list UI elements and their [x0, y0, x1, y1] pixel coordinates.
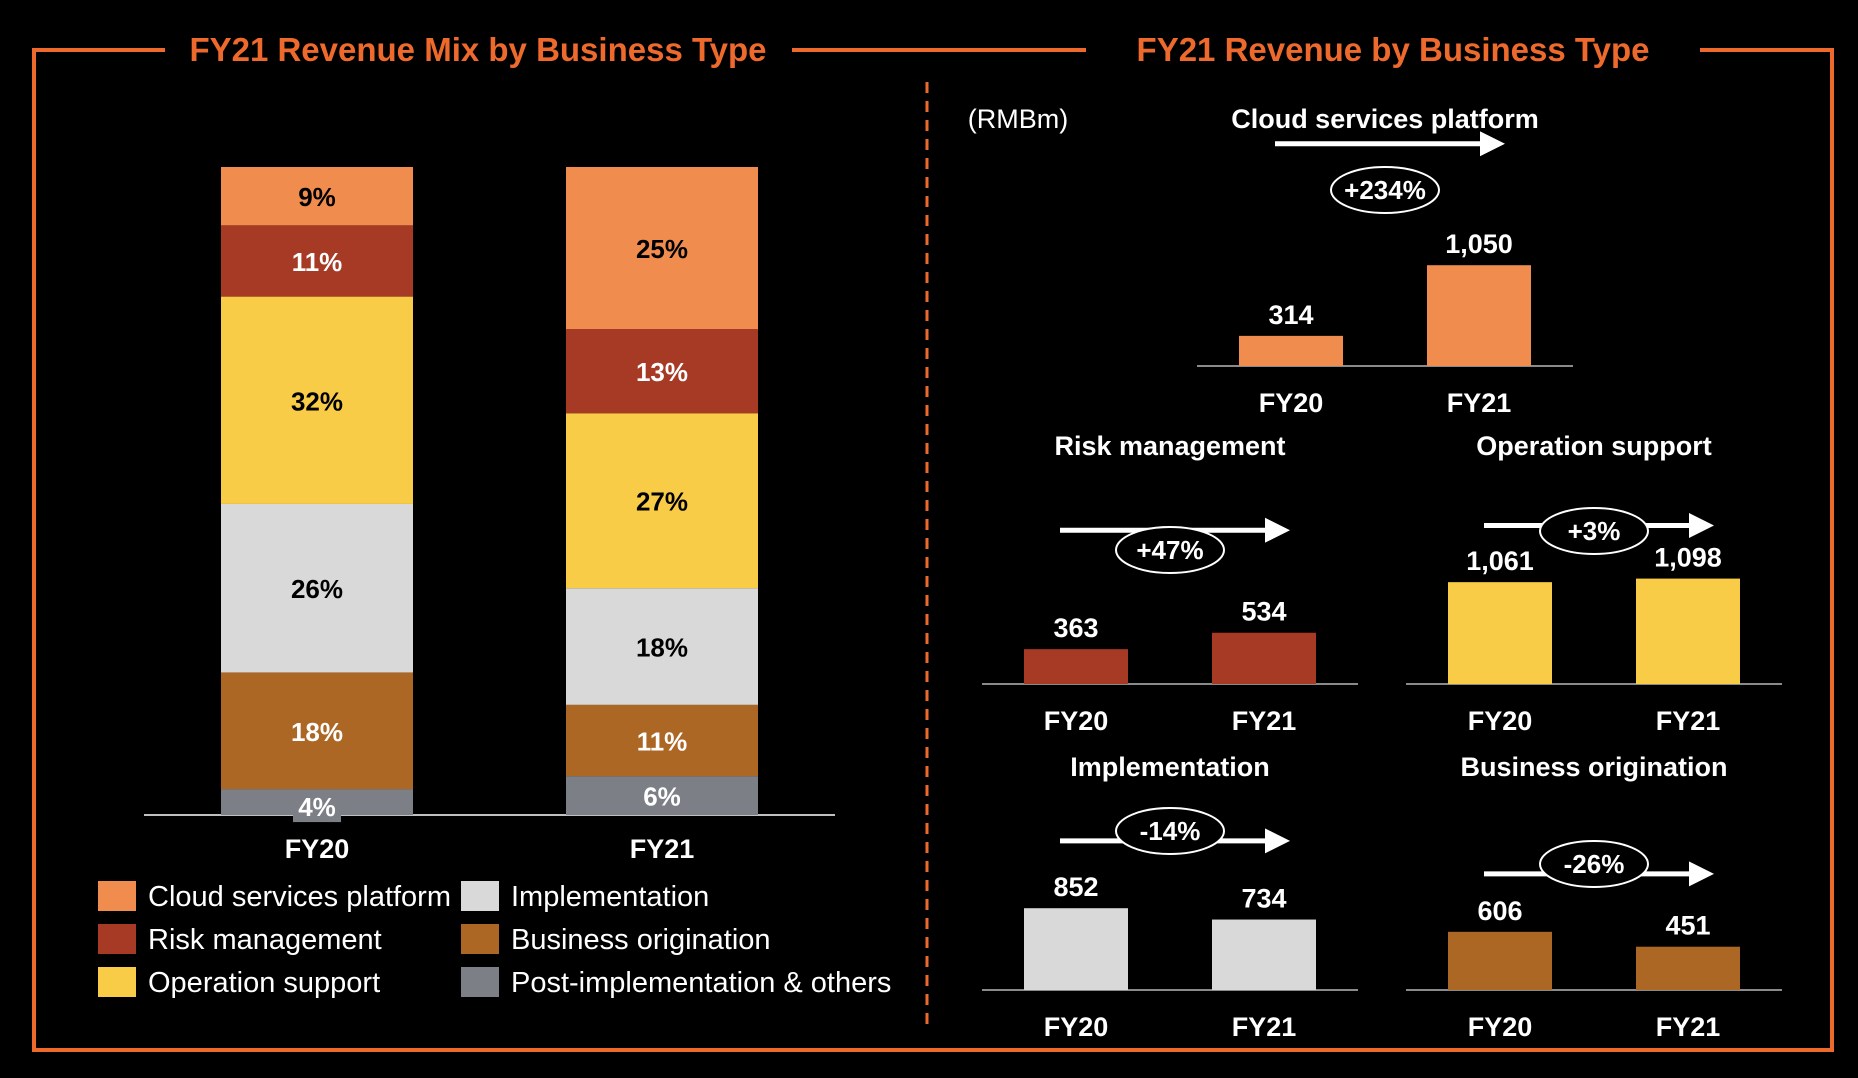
bar-segment-fy21-risk: [566, 329, 758, 414]
growth-label-cloud: +234%: [1344, 175, 1426, 205]
growth-label-origination: -26%: [1564, 849, 1625, 879]
legend-label-implementation: Implementation: [511, 881, 709, 913]
legend-label-origination: Business origination: [511, 924, 771, 956]
segment-label-fy21-post: 6%: [643, 782, 681, 812]
segment-label-tag: [293, 790, 341, 823]
panel-x-label-cloud-fy21: FY21: [1447, 388, 1512, 418]
segment-label-fy20-post: 4%: [298, 792, 336, 822]
segment-label-fy20-operation: 32%: [291, 386, 343, 416]
panel-implementation: Implementation 852 FY20 734 FY21 -14%: [982, 752, 1358, 1042]
growth-badge: [1115, 526, 1225, 574]
bar-segment-fy20-origination: [221, 672, 413, 790]
panel-value-label-origination-fy20: 606: [1477, 896, 1522, 926]
panel-value-label-origination-fy21: 451: [1665, 911, 1710, 941]
panel-title-implementation: Implementation: [1070, 752, 1270, 782]
bar-segment-fy21-operation: [566, 413, 758, 589]
panel-cloud: Cloud services platform 314 FY20 1,050 FY21 +…: [1197, 104, 1573, 418]
segment-label-fy20-origination: 18%: [291, 717, 343, 747]
segment-label-fy21-risk: 13%: [636, 357, 688, 387]
growth-badge: [1539, 840, 1649, 888]
right-section-title: FY21 Revenue by Business Type: [1137, 31, 1650, 68]
legend-swatch-origination: [461, 924, 499, 954]
bar-segment-fy20-implementation: [221, 503, 413, 673]
panel-x-label-origination-fy21: FY21: [1656, 1012, 1721, 1042]
panel-value-label-cloud-fy20: 314: [1268, 300, 1313, 330]
panel-title-operation: Operation support: [1476, 431, 1712, 461]
growth-badge: [1115, 807, 1225, 855]
panel-bar-cloud-fy21: [1427, 265, 1531, 366]
panel-bar-implementation-fy20: [1024, 908, 1128, 990]
legend-swatch-operation: [98, 967, 136, 997]
panel-x-label-risk-fy21: FY21: [1232, 706, 1297, 736]
legend-swatch-post: [461, 967, 499, 997]
outer-frame: [32, 48, 1834, 1052]
panel-bar-operation-fy21: [1636, 578, 1740, 684]
panel-value-label-risk-fy20: 363: [1053, 613, 1098, 643]
panel-value-label-implementation-fy21: 734: [1241, 884, 1286, 914]
panel-bar-cloud-fy20: [1239, 335, 1343, 366]
panel-bar-risk-fy21: [1212, 632, 1316, 684]
x-tick-label-fy20: FY20: [285, 834, 350, 864]
revenue-panels: Cloud services platform 314 FY20 1,050 FY21 +…: [982, 104, 1782, 1042]
bar-segment-fy20-risk: [221, 225, 413, 297]
panel-x-label-operation-fy20: FY20: [1468, 706, 1533, 736]
growth-label-implementation: -14%: [1140, 816, 1201, 846]
panel-x-label-operation-fy21: FY21: [1656, 706, 1721, 736]
bar-segment-fy21-post: [566, 776, 758, 815]
legend: Cloud services platform Implementation Ris…: [98, 881, 891, 999]
bar-segment-fy21-implementation: [566, 588, 758, 705]
panel-origination: Business origination 606 FY20 451 FY21 -26%: [1406, 752, 1782, 1042]
segment-label-fy20-implementation: 26%: [291, 574, 343, 604]
segment-label-fy21-origination: 11%: [637, 726, 688, 756]
panel-value-label-operation-fy21: 1,098: [1654, 543, 1722, 573]
panel-operation: Operation support 1,061 FY20 1,098 FY21 +3%: [1406, 431, 1782, 736]
growth-badge: [1539, 507, 1649, 555]
stacked-mix-chart: 4% 18% 26% 32% 11% 9% FY20 6% 11% 18% 27% 13% 25% FY2…: [144, 167, 835, 864]
legend-swatch-risk: [98, 924, 136, 954]
panel-bar-origination-fy20: [1448, 931, 1552, 990]
legend-label-post: Post-implementation & others: [511, 967, 891, 999]
panel-value-label-operation-fy20: 1,061: [1466, 546, 1534, 576]
panel-x-label-cloud-fy20: FY20: [1259, 388, 1324, 418]
panel-risk: Risk management 363 FY20 534 FY21 +47%: [982, 431, 1358, 736]
panel-bar-implementation-fy21: [1212, 919, 1316, 990]
segment-label-fy20-risk: 11%: [292, 247, 343, 277]
panel-x-label-implementation-fy20: FY20: [1044, 1012, 1109, 1042]
panel-title-risk: Risk management: [1054, 431, 1285, 461]
panel-x-label-risk-fy20: FY20: [1044, 706, 1109, 736]
unit-label: (RMBm): [968, 104, 1068, 134]
x-tick-label-fy21: FY21: [630, 834, 695, 864]
segment-label-fy21-cloud: 25%: [636, 234, 688, 264]
frame-left-segment: [32, 48, 1834, 1052]
left-section-title: FY21 Revenue Mix by Business Type: [189, 31, 766, 68]
legend-swatch-implementation: [461, 881, 499, 911]
panel-value-label-implementation-fy20: 852: [1053, 872, 1098, 902]
bar-segment-fy20-cloud: [221, 167, 413, 226]
panel-value-label-cloud-fy21: 1,050: [1445, 229, 1513, 259]
panel-bar-origination-fy21: [1636, 946, 1740, 990]
bar-segment-fy21-origination: [566, 704, 758, 777]
bar-segment-fy21-cloud: [566, 167, 758, 329]
panel-title-origination: Business origination: [1460, 752, 1727, 782]
legend-label-operation: Operation support: [148, 967, 380, 999]
growth-label-operation: +3%: [1568, 516, 1621, 546]
panel-x-label-origination-fy20: FY20: [1468, 1012, 1533, 1042]
bar-segment-fy20-operation: [221, 296, 413, 504]
growth-badge: [1330, 166, 1440, 214]
legend-label-cloud: Cloud services platform: [148, 881, 451, 913]
segment-label-fy21-implementation: 18%: [636, 633, 688, 663]
segment-label-fy20-cloud: 9%: [298, 182, 336, 212]
panel-value-label-risk-fy21: 534: [1241, 597, 1286, 627]
panel-title-cloud: Cloud services platform: [1231, 104, 1539, 134]
panel-bar-risk-fy20: [1024, 649, 1128, 684]
panel-x-label-implementation-fy21: FY21: [1232, 1012, 1297, 1042]
panel-bar-operation-fy20: [1448, 582, 1552, 684]
legend-swatch-cloud: [98, 881, 136, 911]
growth-label-risk: +47%: [1136, 535, 1203, 565]
segment-label-fy21-operation: 27%: [636, 487, 688, 517]
legend-label-risk: Risk management: [148, 924, 382, 956]
